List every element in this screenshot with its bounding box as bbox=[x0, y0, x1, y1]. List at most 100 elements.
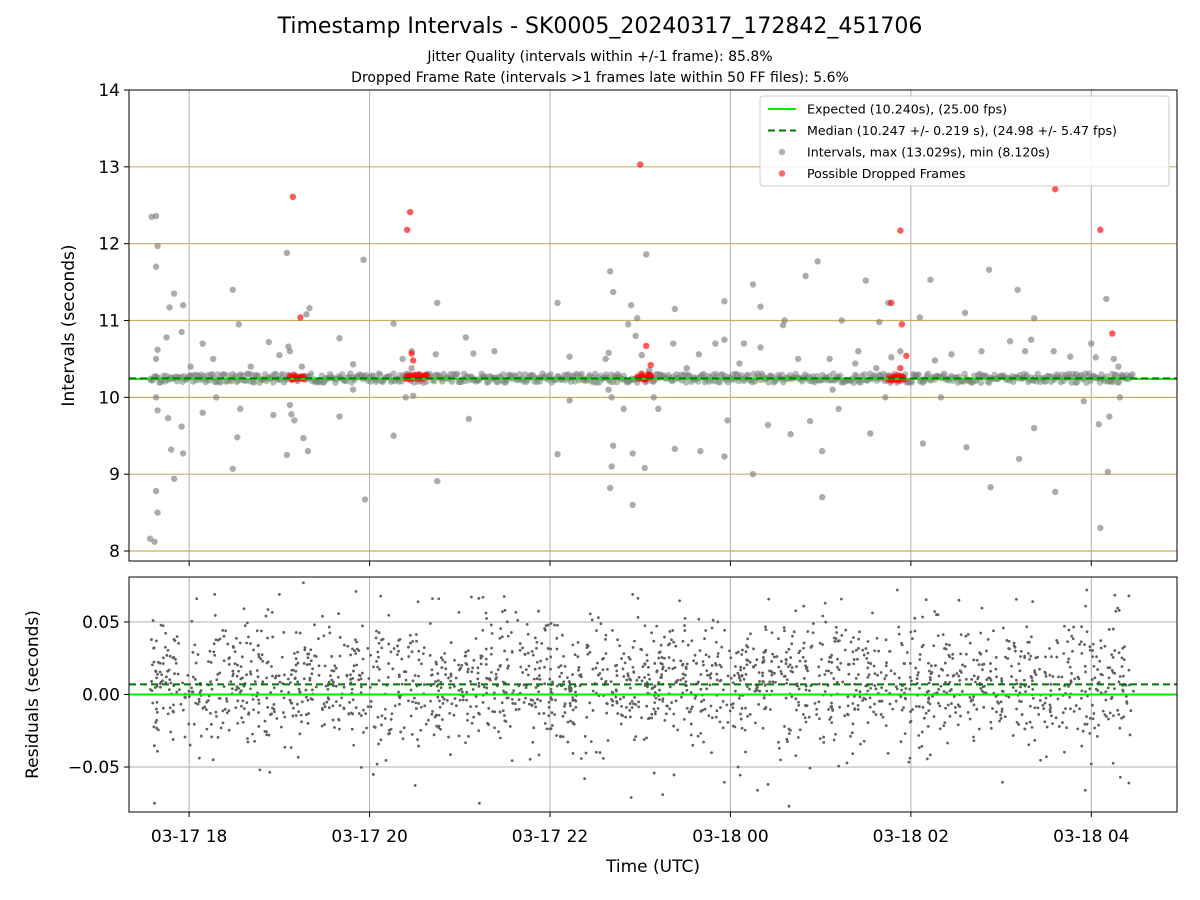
residual-point bbox=[303, 646, 307, 650]
residual-point bbox=[1020, 713, 1024, 717]
interval-point bbox=[787, 431, 794, 438]
residual-point bbox=[785, 678, 789, 682]
residual-point bbox=[187, 689, 191, 693]
residual-point bbox=[1104, 690, 1108, 694]
residual-point bbox=[1116, 606, 1120, 610]
residual-point bbox=[795, 708, 798, 712]
residual-point bbox=[256, 644, 260, 648]
residual-point bbox=[439, 656, 443, 660]
top-y-tick-label: 11 bbox=[98, 312, 120, 332]
interval-point bbox=[802, 272, 809, 280]
residual-point bbox=[233, 662, 237, 666]
residual-point bbox=[914, 666, 918, 670]
residual-point bbox=[941, 633, 945, 637]
residual-point bbox=[224, 629, 228, 633]
residual-point bbox=[535, 660, 539, 664]
residual-point bbox=[417, 658, 421, 662]
residual-point bbox=[465, 662, 469, 666]
residual-point bbox=[252, 708, 255, 712]
residual-point bbox=[506, 634, 510, 638]
residual-point bbox=[523, 652, 527, 656]
residual-point bbox=[927, 696, 931, 700]
residual-point bbox=[719, 678, 723, 682]
residual-point bbox=[829, 671, 833, 675]
residual-point bbox=[693, 653, 697, 657]
residual-point bbox=[745, 663, 749, 667]
residual-point bbox=[659, 661, 663, 665]
residual-point bbox=[804, 720, 808, 724]
residual-point bbox=[517, 707, 521, 711]
residual-point bbox=[645, 704, 649, 708]
residual-point bbox=[706, 673, 710, 677]
residual-point bbox=[835, 680, 839, 684]
residual-point bbox=[155, 676, 159, 680]
residual-point bbox=[527, 702, 531, 706]
residual-point bbox=[150, 680, 153, 683]
residual-point bbox=[430, 668, 434, 672]
interval-point bbox=[721, 453, 728, 460]
interval-point bbox=[915, 371, 922, 378]
residual-point bbox=[941, 668, 945, 672]
interval-point bbox=[179, 301, 187, 309]
residual-point bbox=[909, 679, 913, 683]
residual-point bbox=[823, 673, 827, 676]
interval-point bbox=[152, 355, 160, 363]
residual-point bbox=[914, 705, 918, 708]
residual-point bbox=[798, 649, 802, 653]
interval-point bbox=[152, 212, 160, 220]
interval-point bbox=[283, 451, 291, 459]
residual-point bbox=[900, 688, 903, 692]
residual-point bbox=[696, 734, 700, 738]
residual-point bbox=[721, 688, 725, 692]
residual-point bbox=[847, 672, 851, 676]
residual-point bbox=[790, 642, 794, 646]
residual-point bbox=[959, 633, 963, 637]
residual-point bbox=[631, 645, 635, 649]
residual-point bbox=[476, 671, 480, 675]
residual-point bbox=[510, 650, 514, 654]
residual-point bbox=[833, 640, 837, 643]
residual-point bbox=[639, 647, 643, 651]
residual-point bbox=[526, 651, 530, 655]
residual-point bbox=[1039, 758, 1042, 762]
residual-point bbox=[655, 670, 659, 674]
residual-point bbox=[831, 709, 835, 712]
residual-point bbox=[980, 689, 984, 693]
residual-point bbox=[478, 712, 481, 716]
interval-point bbox=[1104, 468, 1112, 476]
residual-point bbox=[270, 665, 273, 668]
residual-point bbox=[1014, 689, 1018, 693]
residual-point bbox=[895, 588, 899, 592]
residual-point bbox=[900, 643, 904, 647]
residual-point bbox=[854, 676, 858, 680]
residual-point bbox=[514, 610, 518, 614]
interval-point bbox=[491, 348, 498, 355]
residual-point bbox=[591, 709, 595, 712]
residual-point bbox=[255, 629, 259, 633]
residual-point bbox=[1083, 643, 1086, 646]
residual-point bbox=[766, 783, 770, 786]
residual-point bbox=[218, 671, 222, 675]
residual-point bbox=[253, 739, 256, 743]
residual-point bbox=[676, 678, 680, 682]
residual-point bbox=[632, 738, 636, 742]
residual-point bbox=[902, 662, 906, 665]
residual-point bbox=[862, 653, 866, 657]
residual-point bbox=[449, 753, 452, 756]
residual-point bbox=[802, 646, 805, 650]
interval-point bbox=[716, 379, 723, 386]
residual-point bbox=[563, 664, 567, 668]
interval-point bbox=[390, 370, 397, 377]
residual-point bbox=[493, 726, 496, 730]
residual-point bbox=[1007, 695, 1011, 699]
residual-point bbox=[777, 637, 780, 641]
residual-point bbox=[929, 672, 933, 676]
residual-point bbox=[1074, 704, 1078, 707]
residual-point bbox=[927, 709, 931, 713]
residual-point bbox=[942, 724, 946, 728]
residual-point bbox=[868, 696, 872, 700]
residual-point bbox=[928, 702, 932, 706]
residual-point bbox=[327, 625, 331, 629]
residual-point bbox=[911, 708, 914, 711]
